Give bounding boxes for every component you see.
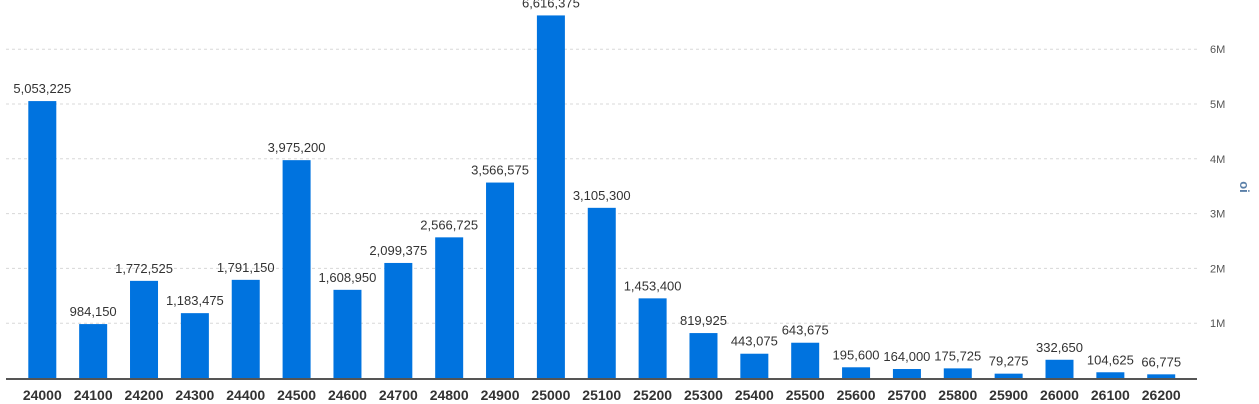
- x-tick-label: 24900: [481, 387, 520, 403]
- x-tick-label: 25400: [735, 387, 774, 403]
- data-label: 2,099,375: [369, 243, 427, 258]
- x-tick-label: 24700: [379, 387, 418, 403]
- data-label: 643,675: [782, 323, 829, 338]
- bar[interactable]: [435, 237, 464, 378]
- x-tick-label: 24200: [125, 387, 164, 403]
- x-tick-label: 24000: [23, 387, 62, 403]
- data-label: 6,616,375: [522, 0, 580, 10]
- x-tick-label: 25800: [938, 387, 977, 403]
- bar[interactable]: [1045, 359, 1074, 378]
- data-label: 3,105,300: [573, 188, 631, 203]
- y-tick-label: 3M: [1210, 209, 1225, 221]
- data-label: 443,075: [731, 334, 778, 349]
- data-label: 1,183,475: [166, 293, 224, 308]
- data-label: 195,600: [833, 347, 880, 362]
- data-labels: 5,053,225 984,150 1,772,525 1,183,475 1,791,…: [13, 0, 1181, 369]
- bar[interactable]: [79, 324, 108, 378]
- y-tick-label: 6M: [1210, 44, 1225, 56]
- data-label: 164,000: [883, 349, 930, 364]
- bar[interactable]: [638, 298, 667, 378]
- x-tick-label: 25600: [837, 387, 876, 403]
- x-tick-label: 26100: [1091, 387, 1130, 403]
- y-tick-label: 1M: [1210, 318, 1225, 330]
- x-tick-label: 24600: [328, 387, 367, 403]
- x-tick-label: 24800: [430, 387, 469, 403]
- bar[interactable]: [587, 207, 616, 378]
- x-tick-label: 25100: [582, 387, 621, 403]
- bars: [28, 15, 1176, 379]
- y-tick-label: 4M: [1210, 154, 1225, 166]
- data-label: 2,566,725: [420, 217, 478, 232]
- x-tick-label: 25200: [633, 387, 672, 403]
- bar[interactable]: [791, 342, 820, 378]
- data-label: 175,725: [934, 348, 981, 363]
- bar[interactable]: [384, 262, 413, 378]
- data-label: 1,453,400: [624, 278, 682, 293]
- x-tick-label: 25900: [989, 387, 1028, 403]
- y-tick-label: 5M: [1210, 99, 1225, 111]
- bar[interactable]: [1147, 374, 1176, 378]
- data-label: 3,566,575: [471, 163, 529, 178]
- bar[interactable]: [994, 373, 1023, 378]
- x-tick-label: 24300: [175, 387, 214, 403]
- data-label: 5,053,225: [13, 81, 71, 96]
- bar[interactable]: [740, 353, 769, 378]
- data-label: 1,791,150: [217, 260, 275, 275]
- x-tick-label: 24500: [277, 387, 316, 403]
- y-tick-label: 2M: [1210, 263, 1225, 275]
- bar[interactable]: [333, 289, 362, 378]
- data-label: 79,275: [989, 354, 1029, 369]
- data-label: 66,775: [1141, 354, 1181, 369]
- bar[interactable]: [28, 101, 57, 379]
- y-tick-labels: 1M 2M 3M 4M 5M 6M 7M: [1210, 0, 1225, 330]
- bar[interactable]: [486, 182, 515, 378]
- bar[interactable]: [282, 160, 311, 378]
- x-tick-label: 24400: [226, 387, 265, 403]
- x-tick-label: 25700: [887, 387, 926, 403]
- data-label: 1,772,525: [115, 261, 173, 276]
- data-label: 819,925: [680, 313, 727, 328]
- x-tick-label: 25500: [786, 387, 825, 403]
- x-tick-label: 26200: [1142, 387, 1181, 403]
- bar[interactable]: [130, 280, 159, 378]
- y-tick-label: 7M: [1210, 0, 1225, 1]
- x-tick-label: 26000: [1040, 387, 1079, 403]
- x-tick-label: 25000: [531, 387, 570, 403]
- bar[interactable]: [943, 368, 972, 378]
- data-label: 984,150: [70, 304, 117, 319]
- x-tick-labels: 24000 24100 24200 24300 24400 24500 24600 24700…: [23, 387, 1181, 403]
- data-label: 332,650: [1036, 340, 1083, 355]
- bar[interactable]: [892, 369, 921, 378]
- overlay-masks: [566, 0, 728, 40]
- data-label: 3,975,200: [268, 140, 326, 155]
- bar[interactable]: [689, 333, 718, 378]
- tooltip-mask: [570, 0, 728, 17]
- bar[interactable]: [1096, 372, 1125, 378]
- bar[interactable]: [842, 367, 871, 378]
- bar[interactable]: [231, 279, 260, 378]
- y-axis-label: oi: [1237, 181, 1252, 193]
- x-tick-label: 25300: [684, 387, 723, 403]
- data-label: 104,625: [1087, 352, 1134, 367]
- tooltip-mask: [566, 20, 586, 40]
- bar[interactable]: [180, 313, 209, 378]
- bar[interactable]: [536, 15, 565, 379]
- data-label: 1,608,950: [319, 270, 377, 285]
- x-tick-label: 24100: [74, 387, 113, 403]
